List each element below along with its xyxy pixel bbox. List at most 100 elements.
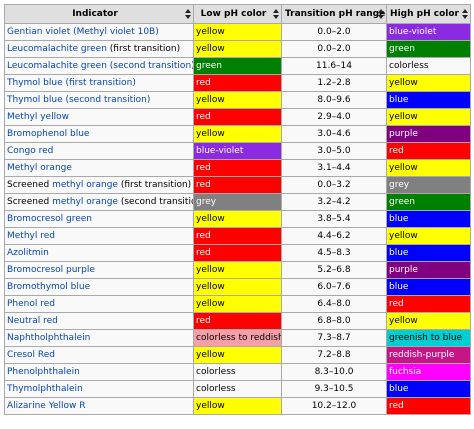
low-ph-color-cell: colorless <box>193 380 282 398</box>
indicator-table-container: Indicator Low pH color Transition pH ran… <box>4 4 471 415</box>
indicator-link[interactable]: Phenol red <box>7 299 55 309</box>
indicator-link[interactable]: methyl orange <box>52 197 118 207</box>
low-ph-color-cell: yellow <box>193 40 282 58</box>
header-label: Transition pH range <box>285 9 386 19</box>
header-low-ph-color[interactable]: Low pH color <box>193 4 282 24</box>
indicator-link[interactable]: Methyl red <box>7 231 55 241</box>
indicator-link[interactable]: Methyl orange <box>7 163 72 173</box>
table-row: Screened methyl orange (second transitio… <box>4 193 471 211</box>
indicator-link[interactable]: Methyl yellow <box>7 112 69 122</box>
table-row: Bromophenol blue yellow 3.0–4.6 purple <box>4 125 471 143</box>
indicator-name-cell: Thymolphthalein <box>4 380 194 398</box>
indicator-link[interactable]: Phenolphthalein <box>7 367 80 377</box>
transition-range-cell: 6.0–7.6 <box>281 278 387 296</box>
table-row: Cresol Red yellow 7.2–8.8 reddish-purple <box>4 346 471 364</box>
indicator-name-cell: Screened methyl orange (second transitio… <box>4 193 194 211</box>
sort-arrows-icon[interactable] <box>462 9 468 19</box>
high-ph-color-cell: red <box>386 142 471 160</box>
sort-arrows-icon[interactable] <box>378 9 384 19</box>
indicator-name-cell: Gentian violet (Methyl violet 10B) <box>4 23 194 41</box>
indicator-link[interactable]: (first transition) <box>62 78 136 88</box>
low-ph-color-cell: yellow <box>193 23 282 41</box>
low-ph-color-cell: yellow <box>193 278 282 296</box>
header-label: Indicator <box>8 9 191 19</box>
high-ph-color-cell: green <box>386 193 471 211</box>
high-ph-color-cell: fuchsia <box>386 363 471 381</box>
indicator-link[interactable]: Thymol blue <box>7 78 63 88</box>
header-label: High pH color <box>390 9 468 19</box>
ph-indicator-table: Indicator Low pH color Transition pH ran… <box>4 4 471 415</box>
low-ph-color-cell: red <box>193 74 282 92</box>
indicator-link[interactable]: Neutral red <box>7 316 58 326</box>
indicator-link[interactable]: Bromocresol green <box>7 214 92 224</box>
indicator-link[interactable]: (second transition) <box>106 61 194 71</box>
low-ph-color-cell: red <box>193 108 282 126</box>
indicator-text: (first transition) <box>117 180 192 190</box>
high-ph-color-cell: blue-violet <box>386 23 471 41</box>
indicator-link[interactable]: Methyl violet 10B <box>76 27 156 37</box>
indicator-link[interactable]: Cresol Red <box>7 350 55 360</box>
transition-range-cell: 9.3–10.5 <box>281 380 387 398</box>
indicator-link[interactable]: Thymol blue <box>7 95 63 105</box>
indicator-link[interactable]: Bromophenol blue <box>7 129 90 139</box>
table-row: Alizarine Yellow R yellow 10.2–12.0 red <box>4 397 471 415</box>
indicator-link[interactable]: Leucomalachite green <box>7 61 107 71</box>
high-ph-color-cell: purple <box>386 261 471 279</box>
transition-range-cell: 0.0–2.0 <box>281 23 387 41</box>
indicator-name-cell: Screened methyl orange (first transition… <box>4 176 194 194</box>
low-ph-color-cell: colorless <box>193 363 282 381</box>
indicator-name-cell: Phenol red <box>4 295 194 313</box>
high-ph-color-cell: greenish to blue <box>386 329 471 347</box>
header-text: Transition pH range <box>285 9 386 19</box>
indicator-link[interactable]: Bromothymol blue <box>7 282 91 292</box>
indicator-link[interactable]: Naphtholphthalein <box>7 333 91 343</box>
indicator-link[interactable]: Thymolphthalein <box>7 384 83 394</box>
high-ph-color-cell: yellow <box>386 159 471 177</box>
transition-range-cell: 3.0–5.0 <box>281 142 387 160</box>
high-ph-color-cell: yellow <box>386 227 471 245</box>
sort-arrows-icon[interactable] <box>185 9 191 19</box>
indicator-link[interactable]: methyl orange <box>52 180 118 190</box>
low-ph-color-cell: yellow <box>193 91 282 109</box>
indicator-link[interactable]: Leucomalachite green <box>7 44 107 54</box>
indicator-link[interactable]: ) <box>155 27 159 37</box>
indicator-link[interactable]: Bromocresol purple <box>7 265 95 275</box>
low-ph-color-cell: red <box>193 312 282 330</box>
table-body: Gentian violet (Methyl violet 10B) yellow… <box>4 23 471 415</box>
indicator-link[interactable]: (second transition) <box>62 95 151 105</box>
low-ph-color-cell: yellow <box>193 261 282 279</box>
indicator-name-cell: Bromophenol blue <box>4 125 194 143</box>
high-ph-color-cell: blue <box>386 244 471 262</box>
indicator-name-cell: Leucomalachite green (second transition) <box>4 57 194 75</box>
transition-range-cell: 6.4–8.0 <box>281 295 387 313</box>
table-row: Methyl red red 4.4–6.2 yellow <box>4 227 471 245</box>
table-row: Naphtholphthalein colorless to reddish 7.3… <box>4 329 471 347</box>
table-row: Methyl orange red 3.1–4.4 yellow <box>4 159 471 177</box>
indicator-link[interactable]: Congo red <box>7 146 54 156</box>
high-ph-color-cell: grey <box>386 176 471 194</box>
indicator-name-cell: Naphtholphthalein <box>4 329 194 347</box>
table-row: Congo red blue-violet 3.0–5.0 red <box>4 142 471 160</box>
transition-range-cell: 4.5–8.3 <box>281 244 387 262</box>
indicator-name-cell: Methyl yellow <box>4 108 194 126</box>
sort-arrows-icon[interactable] <box>273 9 279 19</box>
transition-range-cell: 7.2–8.8 <box>281 346 387 364</box>
indicator-name-cell: Bromothymol blue <box>4 278 194 296</box>
indicator-link[interactable]: Azolitmin <box>7 248 49 258</box>
table-row: Bromocresol green yellow 3.8–5.4 blue <box>4 210 471 228</box>
low-ph-color-cell: red <box>193 176 282 194</box>
indicator-link[interactable]: Alizarine Yellow R <box>7 401 86 411</box>
header-indicator[interactable]: Indicator <box>4 4 194 24</box>
transition-range-cell: 0.0–2.0 <box>281 40 387 58</box>
high-ph-color-cell: blue <box>386 278 471 296</box>
header-transition-ph-range[interactable]: Transition pH range <box>281 4 387 24</box>
indicator-link[interactable]: Gentian violet ( <box>7 27 77 37</box>
transition-range-cell: 8.0–9.6 <box>281 91 387 109</box>
low-ph-color-cell: yellow <box>193 125 282 143</box>
transition-range-cell: 3.8–5.4 <box>281 210 387 228</box>
table-row: Thymolphthalein colorless 9.3–10.5 blue <box>4 380 471 398</box>
header-high-ph-color[interactable]: High pH color <box>386 4 471 24</box>
indicator-name-cell: Congo red <box>4 142 194 160</box>
transition-range-cell: 7.3–8.7 <box>281 329 387 347</box>
transition-range-cell: 11.6–14 <box>281 57 387 75</box>
